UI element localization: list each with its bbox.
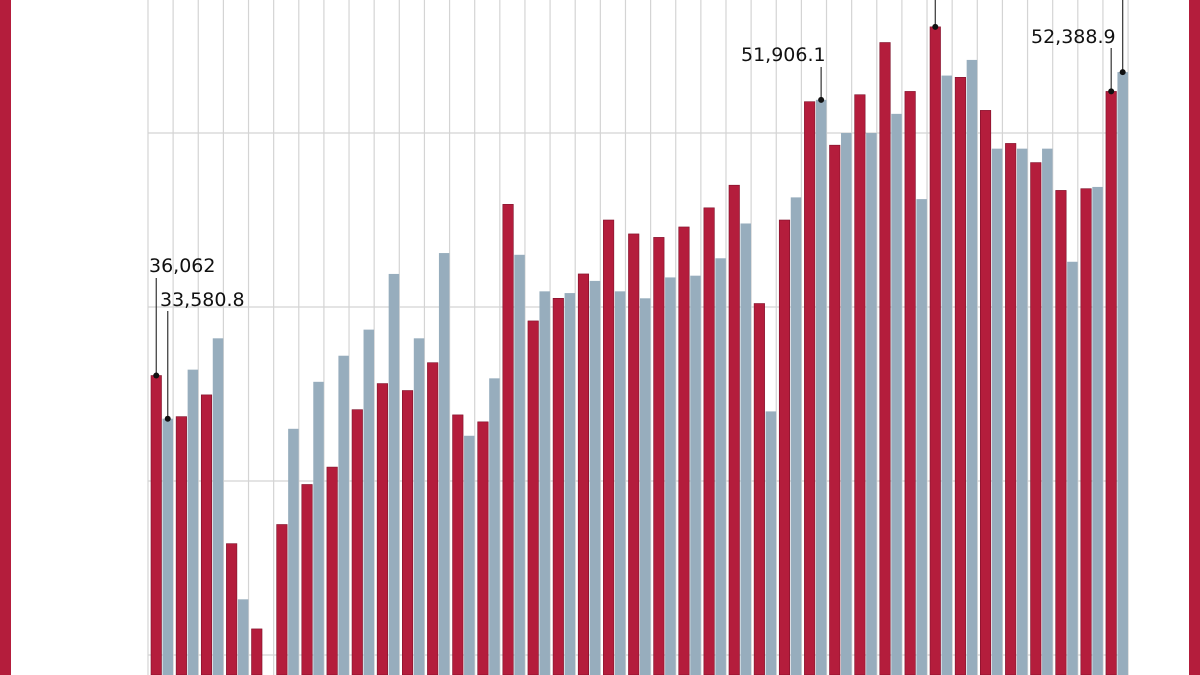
bar-series-a bbox=[653, 237, 665, 675]
bar-series-b bbox=[589, 280, 601, 675]
bar-series-b bbox=[288, 428, 299, 675]
bar-series-a bbox=[477, 421, 489, 675]
bar-series-a bbox=[527, 320, 539, 675]
bar-series-b bbox=[740, 223, 751, 675]
bar-series-b bbox=[941, 75, 953, 675]
bar-series-a bbox=[376, 383, 388, 675]
bar-series-b bbox=[212, 338, 224, 675]
left-border-accent bbox=[0, 0, 11, 675]
bar-series-a bbox=[979, 110, 992, 675]
bar-series-b bbox=[614, 291, 626, 675]
bar-series-b bbox=[388, 273, 400, 675]
bar-series-a bbox=[879, 42, 891, 675]
bar-series-a bbox=[678, 226, 690, 675]
bar-series-b bbox=[639, 298, 651, 675]
bar-series-a bbox=[452, 414, 464, 675]
bar-series-a bbox=[1105, 91, 1117, 675]
bar-series-a bbox=[301, 484, 313, 675]
bar-series-b bbox=[363, 329, 375, 675]
annotation-label: 51,906.1 bbox=[741, 44, 826, 66]
bars bbox=[150, 26, 1128, 675]
annotations: 36,062 33,580.8 51,906.1 52,388.9 bbox=[149, 0, 1126, 422]
bar-series-a bbox=[628, 233, 640, 675]
bar-series-b bbox=[1016, 148, 1028, 675]
bar-series-a bbox=[778, 219, 791, 675]
bar-series-b bbox=[1092, 186, 1103, 675]
bar-series-a bbox=[1005, 143, 1017, 675]
bar-series-a bbox=[829, 144, 841, 675]
bar-series-a bbox=[577, 273, 590, 675]
bar-series-b bbox=[1117, 72, 1128, 675]
bar-series-a bbox=[603, 219, 615, 675]
bar-series-b bbox=[187, 369, 199, 675]
bar-series-a bbox=[200, 394, 213, 675]
bar-series-a bbox=[954, 77, 966, 675]
bar-series-b bbox=[489, 378, 500, 675]
bar-series-b bbox=[539, 291, 550, 675]
bar-series-b bbox=[866, 132, 877, 675]
bar-series-a bbox=[552, 297, 564, 675]
bar-series-b bbox=[1067, 261, 1078, 675]
bar-series-a bbox=[226, 543, 238, 675]
bar-series-b bbox=[991, 148, 1003, 675]
bar-series-a bbox=[150, 375, 162, 675]
bar-series-a bbox=[175, 416, 187, 675]
bar-series-a bbox=[1030, 162, 1042, 675]
bar-series-a bbox=[251, 628, 263, 675]
bar-series-b bbox=[790, 197, 802, 675]
bar-series-b bbox=[338, 355, 349, 675]
bar-series-b bbox=[514, 254, 525, 675]
bar-series-b bbox=[966, 59, 978, 675]
annotation-label: 33,580.8 bbox=[160, 289, 245, 311]
bar-series-b bbox=[690, 275, 701, 675]
bar-series-a bbox=[753, 303, 765, 675]
bar-series-b bbox=[715, 258, 726, 675]
bar-series-a bbox=[1055, 190, 1067, 675]
bar-series-a bbox=[502, 204, 514, 675]
bar-series-b bbox=[1042, 148, 1053, 675]
bar-series-b bbox=[815, 99, 827, 675]
bar-series-a bbox=[703, 207, 715, 675]
bar-series-a bbox=[351, 409, 363, 675]
annotation-label: 52,388.9 bbox=[1031, 26, 1116, 48]
bar-series-a bbox=[854, 94, 866, 675]
bar-series-b bbox=[765, 411, 777, 675]
annotation-33580: 33,580.8 bbox=[160, 289, 245, 422]
annotation-peak bbox=[932, 0, 939, 30]
bar-series-b bbox=[413, 338, 425, 675]
bar-series-b bbox=[438, 253, 450, 675]
annotation-51906: 51,906.1 bbox=[741, 44, 826, 103]
bar-series-b bbox=[891, 113, 902, 675]
bar-series-b bbox=[464, 435, 475, 675]
bar-series-a bbox=[326, 466, 338, 675]
bar-series-a bbox=[904, 91, 916, 675]
bar-series-b bbox=[841, 132, 852, 675]
bar-series-b bbox=[313, 381, 324, 675]
bar-series-b bbox=[237, 599, 249, 675]
annotation-label: 36,062 bbox=[149, 255, 215, 277]
bar-series-a bbox=[1080, 188, 1092, 675]
annotation-36062: 36,062 bbox=[149, 255, 215, 379]
annotation-52388: 52,388.9 bbox=[1031, 0, 1126, 95]
bar-series-a bbox=[804, 101, 816, 675]
bar-series-a bbox=[401, 390, 414, 675]
bar-series-b bbox=[564, 293, 576, 675]
bar-series-a bbox=[276, 524, 288, 675]
bar-series-b bbox=[162, 418, 173, 675]
bar-series-a bbox=[427, 362, 439, 675]
bar-series-b bbox=[916, 199, 927, 675]
right-border-accent bbox=[1189, 0, 1200, 675]
bar-series-a bbox=[728, 184, 740, 675]
bar-series-b bbox=[665, 277, 676, 675]
vertical-gridlines bbox=[147, 0, 1129, 675]
bar-series-a bbox=[929, 26, 941, 675]
